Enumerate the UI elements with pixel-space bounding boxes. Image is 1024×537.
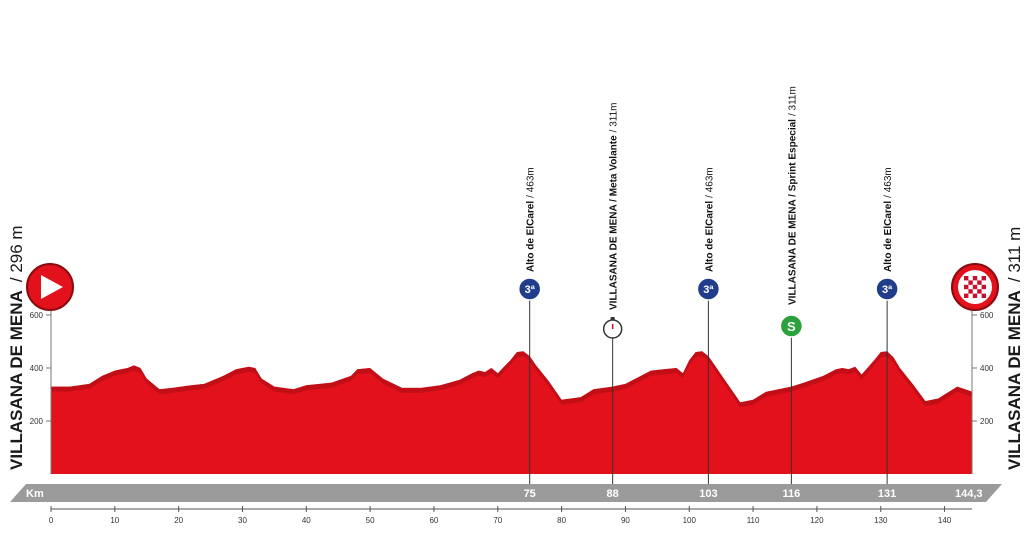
x-ticks-layer: 0 10 20 30 40 50 60 70 80 90 100 110 120 130 140	[49, 506, 972, 525]
x-tick-label: 80	[557, 516, 566, 525]
marker-altitude: / 463m	[883, 167, 894, 198]
x-tick-label: 110	[747, 516, 760, 525]
finish-altitude: / 311 m	[1005, 227, 1024, 282]
sprint-badge-label: S	[787, 319, 796, 334]
checker-square	[968, 289, 973, 294]
marker-altitude: / 311m	[609, 103, 620, 133]
x-tick-label: 140	[938, 516, 952, 525]
sprint-badge	[779, 314, 804, 338]
x-tick-label: 50	[366, 516, 375, 525]
cat3-badge	[875, 277, 899, 301]
finish-name: VILLASANA DE MENA / 311 m	[1005, 227, 1024, 470]
elevation-ridge	[51, 351, 972, 408]
marker-label: VILLASANA DE MENA / Sprint Especial / 311…	[787, 86, 798, 305]
marker-altitude: / 463m	[526, 167, 537, 198]
y-tick-label-right: 600	[980, 311, 994, 320]
finish-name-text: VILLASANA DE MENA	[1005, 291, 1024, 470]
finish-badge	[951, 263, 999, 311]
y-tick-label-right: 200	[980, 417, 994, 426]
marker-name: VILLASANA DE MENA / Sprint Especial	[787, 119, 798, 305]
x-tick-label: 130	[874, 516, 888, 525]
cat3-badge-label: 3ª	[525, 284, 536, 296]
markers-layer: 3ª Alto de ElCarel / 463m 75 VILLASANA DE ME…	[517, 86, 899, 500]
y-axis-left: 200 400 600	[30, 301, 52, 474]
elevation-area	[51, 351, 972, 474]
marker-name: Alto de ElCarel	[883, 201, 894, 272]
cat3-badge-label: 3ª	[882, 284, 893, 296]
checker-square	[972, 284, 978, 290]
x-tick-label: 100	[683, 516, 697, 525]
checker-square	[981, 293, 986, 298]
marker-name: Alto de ElCarel	[526, 201, 537, 272]
marker-altitude: / 311m	[787, 86, 798, 116]
total-km-label: 144,3	[955, 488, 983, 500]
marker-name: Alto de ElCarel	[704, 201, 715, 272]
km-band-label: Km	[26, 488, 44, 500]
checkered-flag-icon	[964, 276, 986, 298]
marker-altitude: / 463m	[704, 167, 715, 198]
y-tick-label-right: 400	[980, 364, 994, 373]
cat3-badge	[517, 277, 542, 301]
checker-square	[964, 284, 969, 290]
y-tick-label-left: 400	[30, 364, 44, 373]
km-band	[10, 484, 1002, 502]
marker-km-label: 88	[607, 488, 619, 500]
marker-km-label: 131	[878, 488, 896, 500]
marker-label: Alto de ElCarel / 463m	[526, 167, 537, 272]
y-axis-right: 200 400 600	[971, 301, 994, 474]
cat3-badge	[696, 277, 721, 301]
marker-km-label: 103	[699, 488, 717, 500]
checker-square	[977, 280, 982, 285]
checker-square	[972, 276, 978, 281]
marker-label: Alto de ElCarel / 463m	[704, 167, 715, 272]
km-band-layer: Km 144,3	[10, 484, 1002, 502]
checker-square	[964, 293, 969, 298]
x-tick-label: 20	[174, 516, 183, 525]
start-name-text: VILLASANA DE MENA	[7, 291, 26, 470]
start-name: VILLASANA DE MENA / 296 m	[7, 225, 26, 470]
marker-label: Alto de ElCarel / 463m	[883, 167, 894, 272]
start-badge	[26, 263, 74, 311]
checker-square	[977, 289, 982, 294]
x-tick-label: 70	[493, 516, 502, 525]
checker-square	[964, 276, 969, 281]
start-altitude: / 296 m	[7, 225, 26, 282]
marker-km-label: 75	[524, 488, 536, 500]
x-tick-label: 10	[110, 516, 119, 525]
marker-label: VILLASANA DE MENA / Meta Volante / 311m	[609, 103, 620, 311]
y-tick-label-left: 200	[30, 417, 44, 426]
x-tick-label: 60	[429, 516, 438, 525]
checker-square	[981, 276, 986, 281]
marker-name: VILLASANA DE MENA / Meta Volante	[609, 135, 620, 310]
x-tick-label: 90	[621, 516, 630, 525]
play-arrow-icon	[41, 275, 63, 299]
x-tick-label: 120	[810, 516, 824, 525]
checker-square	[972, 293, 978, 298]
profile-layer	[51, 351, 972, 474]
y-tick-label-left: 600	[30, 311, 44, 320]
stopwatch-crown	[610, 317, 615, 320]
x-tick-label: 40	[302, 516, 311, 525]
x-tick-label: 0	[49, 516, 54, 525]
x-tick-label: 30	[238, 516, 247, 525]
marker-km-label: 116	[782, 488, 800, 500]
checker-square	[968, 280, 973, 285]
cat3-badge-label: 3ª	[703, 284, 714, 296]
checker-square	[981, 284, 986, 290]
